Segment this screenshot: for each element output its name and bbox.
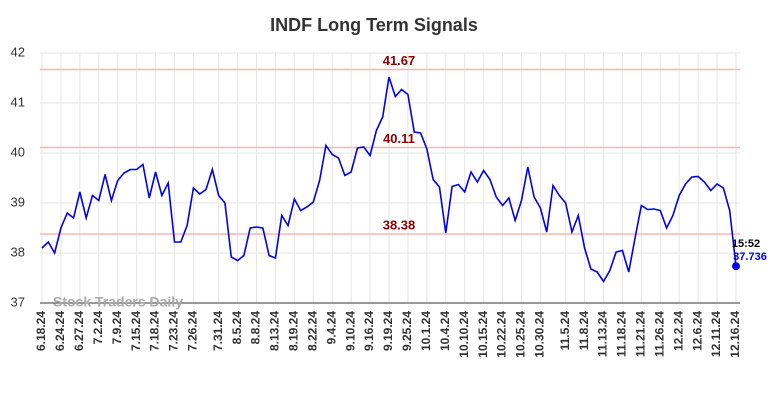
x-tick-label: 8.5.24 — [230, 311, 244, 345]
x-tick-label: 8.19.24 — [287, 311, 301, 351]
y-tick-label: 37 — [11, 294, 25, 309]
x-tick-label: 9.25.24 — [400, 311, 414, 351]
level-label: 40.11 — [383, 131, 415, 146]
x-tick-label: 12.6.24 — [690, 311, 704, 351]
x-tick-label: 7.9.24 — [110, 311, 124, 345]
x-tick-label: 11.18.24 — [615, 311, 629, 357]
x-tick-label: 11.26.24 — [652, 311, 666, 357]
x-tick-label: 7.15.24 — [129, 311, 143, 351]
labels: 37 38 39 40 41 42 6.18.24 6.24.24 6.27.24 7.2.24 7… — [11, 44, 767, 357]
x-tick-label: 7.18.24 — [148, 311, 162, 351]
x-tick-label: 8.22.24 — [305, 311, 319, 351]
series-line — [41, 76, 737, 284]
y-tick-label: 42 — [11, 44, 25, 59]
x-tick-label: 6.18.24 — [34, 311, 48, 351]
x-tick-label: 11.21.24 — [634, 311, 648, 357]
x-tick-label: 9.10.24 — [343, 311, 357, 351]
x-tick-label: 6.27.24 — [72, 311, 86, 351]
x-tick-label: 7.2.24 — [91, 311, 105, 345]
x-tick-label: 8.13.24 — [268, 311, 282, 351]
x-tick-label: 12.16.24 — [728, 311, 742, 358]
x-tick-label: 11.8.24 — [577, 311, 591, 351]
levels: 41.67 40.11 38.38 — [40, 53, 740, 235]
y-tick-label: 38 — [11, 244, 25, 259]
x-tick-label: 11.13.24 — [596, 311, 610, 357]
x-tick-label: 10.22.24 — [495, 311, 509, 358]
x-tick-label: 10.30.24 — [533, 311, 547, 358]
x-tick-label: 10.10.24 — [457, 311, 471, 358]
y-tick-label: 40 — [11, 144, 25, 159]
y-tick-label: 41 — [11, 94, 25, 109]
x-tick-label: 6.24.24 — [53, 311, 67, 351]
last-point — [732, 262, 740, 271]
last-time: 15:52 — [732, 238, 760, 250]
x-tick-label: 12.11.24 — [709, 311, 723, 357]
x-tick-label: 7.23.24 — [167, 311, 181, 351]
x-tick-label: 10.25.24 — [514, 311, 528, 358]
x-tick-label: 7.31.24 — [211, 311, 225, 351]
last-value: 37.736 — [733, 251, 767, 263]
x-tick-label: 12.2.24 — [671, 311, 685, 351]
x-tick-label: 8.8.24 — [249, 311, 263, 345]
watermark: Stock Traders Daily — [53, 294, 183, 310]
x-tick-label: 10.1.24 — [419, 311, 433, 351]
level-label: 38.38 — [383, 217, 416, 232]
grid — [40, 52, 740, 304]
x-tick-label: 11.5.24 — [558, 311, 572, 351]
marks — [41, 76, 740, 284]
chart-title: INDF Long Term Signals — [270, 15, 478, 35]
y-tick-label: 39 — [11, 194, 25, 209]
x-tick-label: 7.26.24 — [186, 311, 200, 351]
x-tick-label: 10.4.24 — [438, 311, 452, 351]
level-label: 41.67 — [383, 53, 416, 68]
x-tick-label: 9.19.24 — [381, 311, 395, 351]
x-tick-label: 9.4.24 — [324, 311, 338, 345]
x-tick-label: 9.16.24 — [362, 311, 376, 351]
x-tick-label: 10.15.24 — [476, 311, 490, 358]
